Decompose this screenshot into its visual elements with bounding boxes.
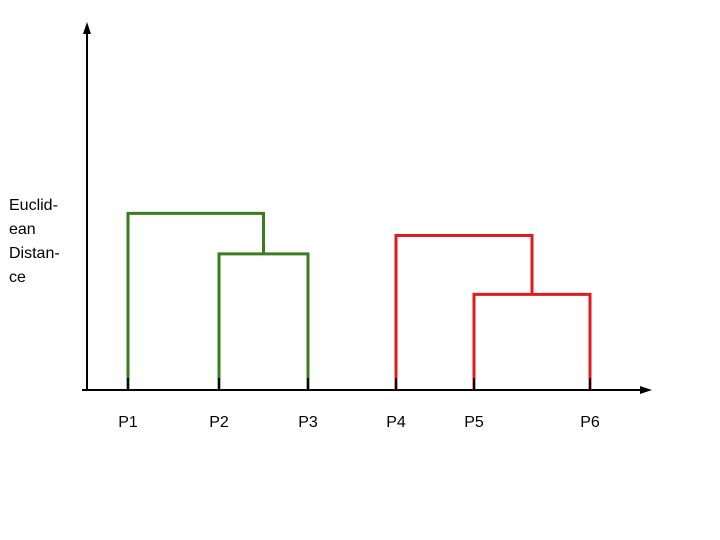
y-axis-label-line-4: ce xyxy=(9,269,26,286)
point-label-p1: P1 xyxy=(118,414,138,431)
merge-link-1 xyxy=(217,252,310,390)
y-axis-arrow-icon xyxy=(83,22,91,34)
y-axis-label-line-3: Distan- xyxy=(9,245,60,262)
point-label-p3: P3 xyxy=(298,414,318,431)
point-label-p2: P2 xyxy=(209,414,229,431)
merge-link-3 xyxy=(472,292,592,390)
point-labels: P1 P2 P3 P4 P5 P6 xyxy=(118,378,600,431)
merge-link-4 xyxy=(394,233,534,390)
point-label-p4: P4 xyxy=(386,414,406,431)
point-label-p5: P5 xyxy=(464,414,484,431)
axes xyxy=(82,22,652,394)
y-axis-label-line-2: ean xyxy=(9,221,36,238)
merge-link-2 xyxy=(126,211,265,390)
y-axis-label-line-1: Euclid- xyxy=(9,197,58,214)
dendrogram-links xyxy=(126,211,592,390)
point-label-p6: P6 xyxy=(580,414,600,431)
x-axis-arrow-icon xyxy=(640,386,652,394)
y-axis-label: Euclid- ean Distan- ce xyxy=(9,194,79,290)
